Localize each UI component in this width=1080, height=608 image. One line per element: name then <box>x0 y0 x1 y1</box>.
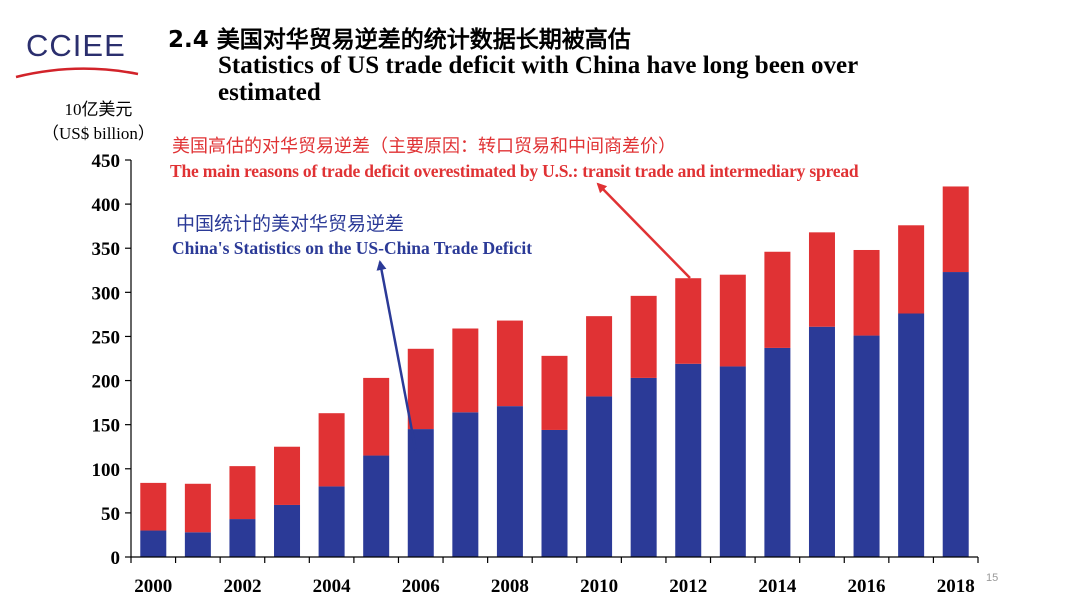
overestimate-arrow <box>596 182 691 279</box>
bar-china-2007 <box>452 412 479 557</box>
bar-overestimate-2002 <box>229 466 256 520</box>
x-tick-label: 2016 <box>848 576 886 597</box>
y-tick-label: 150 <box>92 416 121 437</box>
x-tick-label: 2010 <box>580 576 618 597</box>
x-tick-label: 2018 <box>937 576 975 597</box>
bar-china-2014 <box>764 347 791 557</box>
bar-china-2000 <box>140 530 167 557</box>
bar-overestimate-2008 <box>496 320 523 407</box>
y-tick-label: 400 <box>92 195 121 216</box>
axes-group: 0 50 100 150 200 250 300 350 400 450 2000 2002 2004 2… <box>92 151 979 597</box>
logo-text: CCIEE <box>26 28 126 63</box>
bar-china-2008 <box>496 406 523 557</box>
y-tick-label: 100 <box>92 460 121 481</box>
page-number: 15 <box>986 572 999 584</box>
y-axis-unit-cn: 10亿美元 <box>64 100 133 119</box>
bar-overestimate-2006 <box>407 348 434 430</box>
china-stats-label-en: China's Statistics on the US-China Trade… <box>172 238 533 258</box>
bar-china-2004 <box>318 486 345 557</box>
bar-china-2006 <box>407 429 434 557</box>
bar-overestimate-2010 <box>586 316 613 397</box>
x-tick-label: 2006 <box>402 576 440 597</box>
bar-china-2016 <box>853 335 880 557</box>
bar-china-2017 <box>898 313 925 557</box>
slide-title-cn: 2.4 美国对华贸易逆差的统计数据长期被高估 <box>168 27 631 53</box>
x-tick-label: 2014 <box>758 576 797 597</box>
bar-overestimate-2018 <box>942 186 969 273</box>
bar-overestimate-2000 <box>140 482 167 531</box>
bar-china-2009 <box>541 429 568 557</box>
bar-china-2010 <box>586 396 613 557</box>
x-tick-label: 2012 <box>669 576 707 597</box>
bar-overestimate-2013 <box>719 274 746 367</box>
logo-swoosh-icon <box>15 67 139 79</box>
x-tick-label: 2002 <box>223 576 261 597</box>
bar-china-2018 <box>942 272 969 557</box>
y-tick-label: 300 <box>92 283 121 304</box>
y-tick-label: 0 <box>111 548 121 569</box>
x-tick-label: 2004 <box>313 576 352 597</box>
bar-overestimate-2004 <box>318 413 345 487</box>
bar-overestimate-2007 <box>452 328 479 413</box>
y-tick-label: 350 <box>92 239 121 260</box>
bar-china-2012 <box>675 363 702 557</box>
bar-china-2011 <box>630 377 657 557</box>
y-tick-label: 200 <box>92 372 121 393</box>
overestimate-label-cn: 美国高估的对华贸易逆差（主要原因：转口贸易和中间商差价） <box>172 136 676 157</box>
annotation-arrows <box>376 182 691 453</box>
bar-overestimate-2015 <box>808 232 835 327</box>
bar-china-2003 <box>274 504 301 557</box>
y-tick-label: 450 <box>92 151 121 172</box>
overestimate-label-en: The main reasons of trade deficit overes… <box>170 161 859 181</box>
bar-overestimate-2005 <box>363 377 390 456</box>
bar-china-2013 <box>719 366 746 557</box>
bar-overestimate-2014 <box>764 251 791 348</box>
bar-overestimate-2001 <box>184 483 211 533</box>
x-tick-label: 2000 <box>134 576 172 597</box>
bars-group <box>140 186 969 557</box>
bar-china-2005 <box>363 455 390 557</box>
y-axis-unit-en: （US$ billion） <box>42 124 155 143</box>
slide-title-en: Statistics of US trade deficit with Chin… <box>218 52 858 106</box>
y-tick-label: 50 <box>101 504 120 525</box>
bar-overestimate-2012 <box>675 278 702 364</box>
x-tick-label: 2008 <box>491 576 529 597</box>
bar-overestimate-2017 <box>898 225 925 314</box>
bar-overestimate-2009 <box>541 355 568 430</box>
bar-overestimate-2003 <box>274 446 301 505</box>
china-stats-label-cn: 中国统计的美对华贸易逆差 <box>176 213 405 235</box>
china-stats-arrow <box>376 260 418 453</box>
bar-china-2002 <box>229 519 256 557</box>
bar-china-2015 <box>808 326 835 557</box>
bar-overestimate-2016 <box>853 249 880 336</box>
bar-overestimate-2011 <box>630 295 657 378</box>
y-tick-label: 250 <box>92 327 121 348</box>
cciee-logo: CCIEE <box>12 24 142 84</box>
bar-china-2001 <box>184 532 211 557</box>
y-axis-unit: 10亿美元 （US$ billion） <box>42 98 155 146</box>
